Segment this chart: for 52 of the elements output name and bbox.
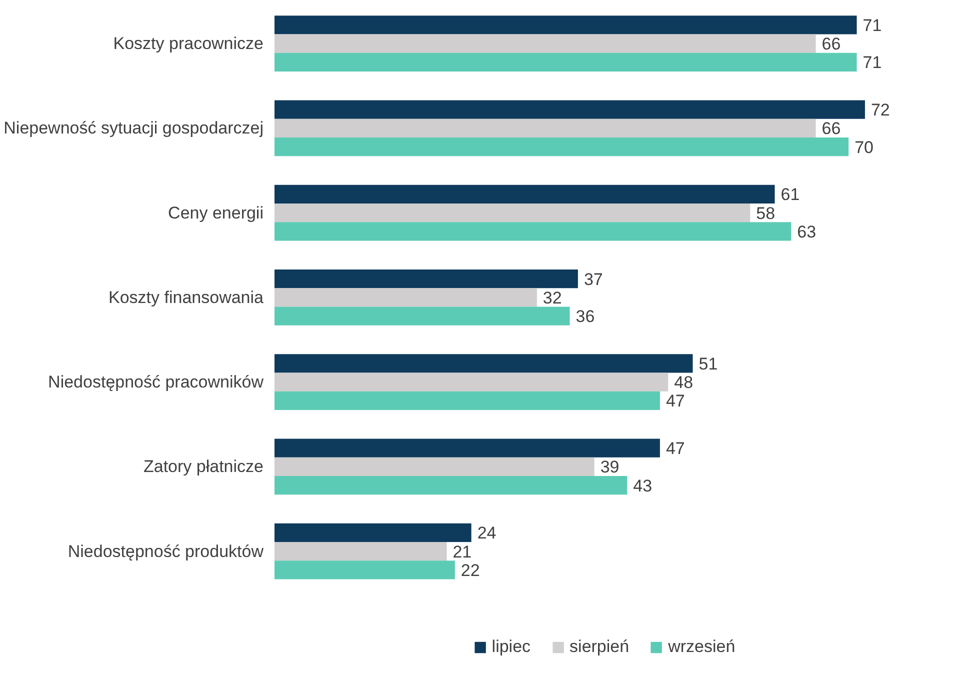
y-tick-label: Niedostępność pracowników (48, 372, 264, 392)
y-tick-label: Niepewność sytuacji gospodarczej (4, 118, 264, 138)
bar (274, 118, 816, 138)
bar (274, 100, 865, 119)
bar (274, 523, 472, 542)
data-label: 24 (477, 524, 496, 543)
bar (274, 16, 857, 34)
data-label: 48 (674, 373, 694, 392)
bar (274, 52, 857, 72)
data-label: 39 (600, 458, 620, 477)
data-label: 32 (542, 288, 562, 308)
bar (274, 204, 750, 222)
bar (274, 288, 537, 307)
y-tick-label: Koszty pracownicze (113, 34, 264, 54)
bar (274, 476, 628, 495)
legend-label: lipiec (492, 636, 531, 657)
bar (274, 270, 578, 288)
data-label: 66 (822, 119, 841, 138)
bar (274, 184, 775, 204)
bar (274, 542, 447, 561)
data-label: 71 (862, 16, 882, 35)
bar (274, 306, 570, 326)
data-label: 71 (862, 53, 882, 72)
bar (274, 222, 792, 241)
data-label: 22 (460, 560, 480, 580)
bar (274, 391, 660, 410)
data-label: 47 (666, 392, 685, 411)
y-tick-label: Niedostępność produktów (68, 542, 264, 561)
data-label: 61 (780, 185, 800, 204)
legend-label: wrzesień (668, 636, 736, 657)
data-label: 47 (666, 439, 685, 458)
bar (274, 438, 660, 458)
data-label: 37 (584, 270, 603, 289)
bar (274, 560, 455, 580)
data-label: 63 (797, 222, 816, 242)
data-label: 21 (452, 542, 472, 562)
bar (274, 34, 816, 53)
data-label: 66 (822, 34, 841, 54)
data-label: 72 (870, 100, 890, 120)
y-tick-label: Ceny energii (168, 203, 264, 222)
y-tick-label: Koszty finansowania (108, 288, 264, 307)
data-label: 43 (633, 476, 652, 496)
bar (274, 457, 594, 476)
bar (274, 354, 693, 373)
data-label: 58 (756, 204, 776, 223)
data-label: 51 (698, 354, 718, 374)
bar (274, 138, 849, 156)
legend-label: sierpień (570, 636, 630, 657)
bar (274, 372, 668, 392)
data-label: 36 (576, 307, 595, 326)
y-tick-label: Zatory płatnicze (144, 457, 264, 476)
data-label: 70 (854, 138, 874, 157)
